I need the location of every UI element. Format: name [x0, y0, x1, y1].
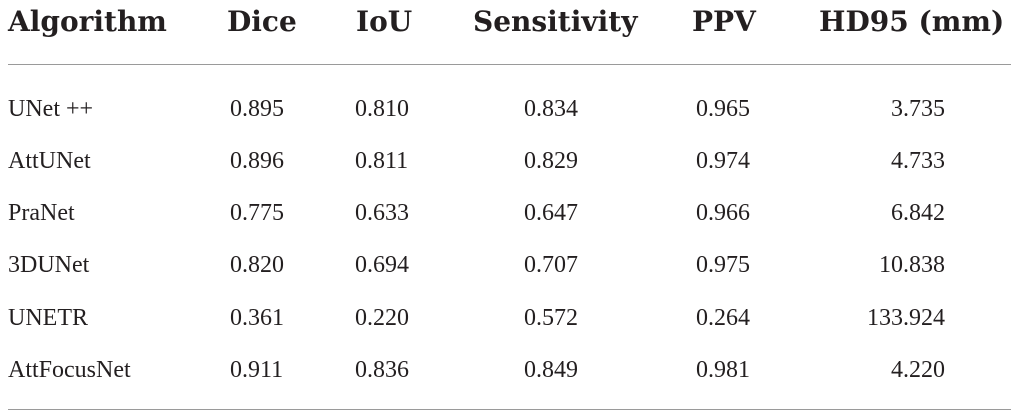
cell-algorithm: PraNet	[8, 200, 75, 226]
cell-hd95: 10.838	[879, 252, 945, 278]
cell-iou: 0.220	[355, 305, 409, 331]
cell-dice: 0.895	[230, 96, 284, 122]
cell-ppv: 0.974	[696, 148, 750, 174]
cell-ppv: 0.965	[696, 96, 750, 122]
cell-sensitivity: 0.834	[524, 96, 578, 122]
header-iou: IoU	[356, 5, 413, 38]
cell-algorithm: UNet ++	[8, 96, 94, 122]
header-ppv: PPV	[692, 5, 756, 38]
cell-dice: 0.361	[230, 305, 284, 331]
cell-dice: 0.775	[230, 200, 284, 226]
cell-hd95: 6.842	[891, 200, 945, 226]
cell-ppv: 0.975	[696, 252, 750, 278]
cell-algorithm: AttUNet	[8, 148, 91, 174]
cell-algorithm: AttFocusNet	[8, 357, 131, 383]
cell-iou: 0.810	[355, 96, 409, 122]
table-header-row: Algorithm Dice IoU Sensitivity PPV HD95 …	[0, 0, 1017, 46]
header-algorithm: Algorithm	[8, 5, 167, 38]
cell-iou: 0.811	[355, 148, 409, 174]
cell-sensitivity: 0.849	[524, 357, 578, 383]
table-row: PraNet 0.775 0.633 0.647 0.966 6.842	[0, 193, 1017, 233]
table-row: AttUNet 0.896 0.811 0.829 0.974 4.733	[0, 141, 1017, 181]
table-row: UNet ++ 0.895 0.810 0.834 0.965 3.735	[0, 89, 1017, 129]
cell-iou: 0.836	[355, 357, 409, 383]
cell-ppv: 0.966	[696, 200, 750, 226]
cell-hd95: 4.220	[891, 357, 945, 383]
cell-ppv: 0.264	[696, 305, 750, 331]
cell-ppv: 0.981	[696, 357, 750, 383]
cell-iou: 0.694	[355, 252, 409, 278]
cell-sensitivity: 0.829	[524, 148, 578, 174]
header-rule	[8, 64, 1011, 65]
cell-algorithm: 3DUNet	[8, 252, 90, 278]
header-sensitivity: Sensitivity	[473, 5, 638, 38]
cell-hd95: 133.924	[867, 305, 945, 331]
table-row: UNETR 0.361 0.220 0.572 0.264 133.924	[0, 298, 1017, 338]
table-row: AttFocusNet 0.911 0.836 0.849 0.981 4.22…	[0, 350, 1017, 390]
cell-hd95: 3.735	[891, 96, 945, 122]
bottom-rule	[8, 409, 1011, 410]
header-hd95: HD95 (mm)	[819, 5, 1005, 38]
cell-dice: 0.820	[230, 252, 284, 278]
cell-dice: 0.896	[230, 148, 284, 174]
cell-dice: 0.911	[230, 357, 284, 383]
cell-hd95: 4.733	[891, 148, 945, 174]
cell-algorithm: UNETR	[8, 305, 88, 331]
cell-sensitivity: 0.647	[524, 200, 578, 226]
cell-sensitivity: 0.572	[524, 305, 578, 331]
cell-sensitivity: 0.707	[524, 252, 578, 278]
cell-iou: 0.633	[355, 200, 409, 226]
table-row: 3DUNet 0.820 0.694 0.707 0.975 10.838	[0, 245, 1017, 285]
header-dice: Dice	[227, 5, 297, 38]
